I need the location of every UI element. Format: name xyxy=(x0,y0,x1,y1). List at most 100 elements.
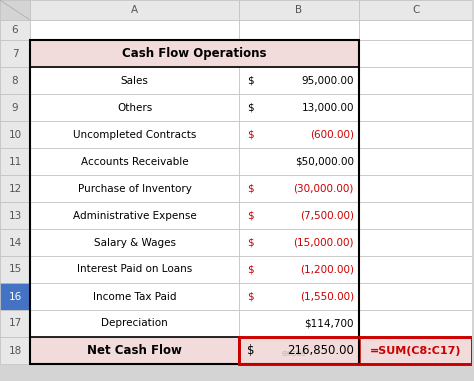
Bar xyxy=(30,0,239,20)
Bar xyxy=(359,40,473,67)
Bar xyxy=(0,175,30,202)
Bar xyxy=(30,148,239,175)
Text: $: $ xyxy=(247,184,254,194)
Text: Administrative Expense: Administrative Expense xyxy=(73,210,196,221)
Text: 8: 8 xyxy=(12,75,18,85)
Bar xyxy=(359,67,473,94)
Bar xyxy=(359,175,473,202)
Text: Others: Others xyxy=(117,102,152,112)
Text: B: B xyxy=(295,5,302,15)
Text: 95,000.00: 95,000.00 xyxy=(301,75,354,85)
Bar xyxy=(359,148,473,175)
Text: Accounts Receivable: Accounts Receivable xyxy=(81,157,188,166)
Bar xyxy=(239,67,359,94)
Text: $: $ xyxy=(247,102,254,112)
Text: 6: 6 xyxy=(12,25,18,35)
Text: $: $ xyxy=(247,344,255,357)
Bar xyxy=(239,256,359,283)
Bar xyxy=(239,148,359,175)
Bar xyxy=(30,283,239,310)
Text: 17: 17 xyxy=(9,319,22,328)
Bar xyxy=(359,202,473,229)
Text: $: $ xyxy=(247,210,254,221)
Text: 15: 15 xyxy=(9,264,22,274)
Bar xyxy=(30,40,359,364)
Text: Uncompleted Contracts: Uncompleted Contracts xyxy=(73,130,196,139)
Bar xyxy=(359,337,473,364)
Bar xyxy=(30,310,239,337)
Text: 216,850.00: 216,850.00 xyxy=(287,344,354,357)
Bar xyxy=(0,256,30,283)
Bar xyxy=(30,94,239,121)
Text: 18: 18 xyxy=(9,346,22,355)
Bar xyxy=(0,0,30,20)
Bar xyxy=(239,175,359,202)
Bar xyxy=(359,94,473,121)
Bar xyxy=(0,121,30,148)
Bar xyxy=(0,148,30,175)
Bar xyxy=(0,337,30,364)
Bar xyxy=(0,94,30,121)
Text: 16: 16 xyxy=(9,291,22,301)
Bar xyxy=(0,310,30,337)
Bar xyxy=(30,40,359,67)
Bar xyxy=(30,175,239,202)
Bar xyxy=(0,202,30,229)
Bar xyxy=(0,283,30,310)
Bar xyxy=(239,337,473,364)
Bar xyxy=(239,94,359,121)
Text: (600.00): (600.00) xyxy=(310,130,354,139)
Text: A: A xyxy=(131,5,138,15)
Bar xyxy=(359,283,473,310)
Bar xyxy=(359,256,473,283)
Bar xyxy=(30,121,239,148)
Text: 14: 14 xyxy=(9,237,22,248)
Bar xyxy=(239,337,359,364)
Text: (1,550.00): (1,550.00) xyxy=(300,291,354,301)
Text: =SUM(C8:C17): =SUM(C8:C17) xyxy=(370,346,461,355)
Bar xyxy=(0,67,30,94)
Text: $: $ xyxy=(247,291,254,301)
Text: 13,000.00: 13,000.00 xyxy=(301,102,354,112)
Bar xyxy=(30,256,239,283)
Bar xyxy=(359,0,473,20)
Text: 11: 11 xyxy=(9,157,22,166)
Text: 7: 7 xyxy=(12,48,18,59)
Bar xyxy=(239,310,359,337)
Text: Purchase of Inventory: Purchase of Inventory xyxy=(78,184,191,194)
Bar xyxy=(0,229,30,256)
Bar xyxy=(239,0,359,20)
Bar xyxy=(30,20,239,40)
Text: (1,200.00): (1,200.00) xyxy=(300,264,354,274)
Text: Cash Flow Operations: Cash Flow Operations xyxy=(122,47,266,60)
Bar xyxy=(0,40,30,67)
Bar xyxy=(30,229,239,256)
Text: $: $ xyxy=(247,264,254,274)
Text: C: C xyxy=(412,5,419,15)
Text: Income Tax Paid: Income Tax Paid xyxy=(93,291,176,301)
Bar xyxy=(239,20,359,40)
Bar xyxy=(239,202,359,229)
Text: Depreciation: Depreciation xyxy=(101,319,168,328)
Bar xyxy=(239,229,359,256)
Text: 10: 10 xyxy=(9,130,21,139)
Text: (15,000.00): (15,000.00) xyxy=(293,237,354,248)
Bar xyxy=(239,121,359,148)
Bar xyxy=(239,283,359,310)
Text: $: $ xyxy=(247,130,254,139)
Text: $: $ xyxy=(247,237,254,248)
Bar xyxy=(359,20,473,40)
Text: (7,500.00): (7,500.00) xyxy=(300,210,354,221)
Text: Net Cash Flow: Net Cash Flow xyxy=(87,344,182,357)
Bar xyxy=(359,121,473,148)
Text: (30,000.00): (30,000.00) xyxy=(293,184,354,194)
Text: Sales: Sales xyxy=(120,75,148,85)
Bar xyxy=(30,202,239,229)
Bar xyxy=(0,20,30,40)
Bar xyxy=(30,337,239,364)
Bar xyxy=(359,229,473,256)
Bar xyxy=(30,67,239,94)
Text: Salary & Wages: Salary & Wages xyxy=(93,237,175,248)
Bar xyxy=(359,310,473,337)
Text: 13: 13 xyxy=(9,210,22,221)
